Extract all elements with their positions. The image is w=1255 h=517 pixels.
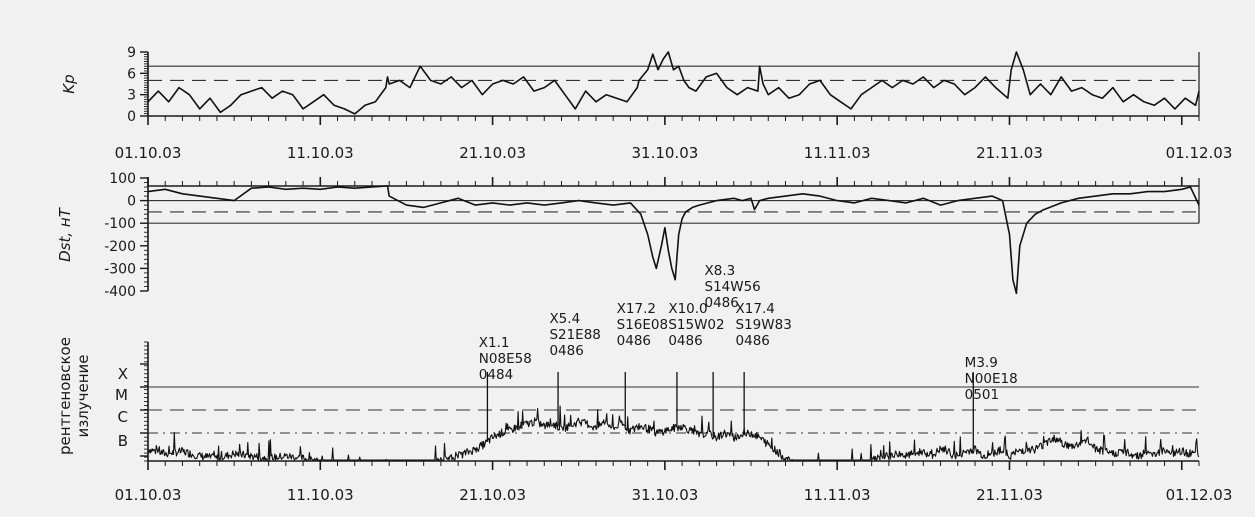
y-tick-label: -100 <box>104 216 136 232</box>
y-axis-label: излучение <box>74 354 92 437</box>
y-tick-label: 0 <box>127 109 136 125</box>
x-tick-label: 11.10.03 <box>287 144 354 162</box>
y-tick-label: -200 <box>104 239 136 255</box>
class-label: M <box>115 386 128 404</box>
annotation-line: X8.3 <box>705 263 736 279</box>
x-tick-label: 31.10.03 <box>631 144 698 162</box>
annotation-line: 0486 <box>549 343 583 359</box>
x-tick-label: 01.10.03 <box>115 486 182 504</box>
annotation-line: 0501 <box>965 387 999 403</box>
y-tick-label: 0 <box>127 194 136 210</box>
annotation-line: 0486 <box>617 333 651 349</box>
annotation-line: X17.2 <box>617 301 656 317</box>
x-tick-label: 21.10.03 <box>459 486 526 504</box>
y-axis-label: Kp <box>60 74 78 93</box>
y-axis-label: Dst, нТ <box>56 206 74 262</box>
x-tick-label: 21.10.03 <box>459 144 526 162</box>
y-axis-label: рентгеновское <box>56 337 74 455</box>
annotation-line: S14W56 <box>705 279 761 295</box>
annotation-line: N08E58 <box>479 351 532 367</box>
annotation-line: X17.4 <box>736 301 775 317</box>
y-tick-label: -300 <box>104 261 136 277</box>
x-tick-label: 11.11.03 <box>804 486 871 504</box>
x-tick-label: 31.10.03 <box>631 486 698 504</box>
y-tick-label: 9 <box>127 45 136 61</box>
class-label: C <box>118 408 128 426</box>
class-label: X <box>118 365 128 383</box>
x-tick-label: 01.10.03 <box>115 144 182 162</box>
annotation-line: X10.0 <box>668 301 707 317</box>
y-tick-label: 3 <box>127 88 136 104</box>
x-tick-label: 11.11.03 <box>804 144 871 162</box>
y-tick-label: 100 <box>109 171 136 187</box>
annotation-line: X1.1 <box>479 335 510 351</box>
y-tick-label: -400 <box>104 284 136 300</box>
y-tick-label: 6 <box>127 66 136 82</box>
xray-series-line <box>147 405 1200 461</box>
kp-series-line <box>147 51 1200 115</box>
annotation-line: X5.4 <box>549 311 580 327</box>
dst-panel: 100 0 -100 -200 -300 -400 Dst, нТ <box>56 171 1200 300</box>
x-tick-label: 21.11.03 <box>976 144 1043 162</box>
annotation-line: S21E88 <box>549 327 600 343</box>
x-tick-label: 01.12.03 <box>1166 486 1233 504</box>
dst-series-line <box>147 185 1200 295</box>
annotation-line: N00E18 <box>965 371 1018 387</box>
annotation-line: 0484 <box>479 367 513 383</box>
annotation-line: 0486 <box>705 295 739 311</box>
kp-panel: 0 3 6 9 01.10.03 11.10.03 21.10.03 31.10.03 11.1… <box>60 45 1232 162</box>
annotation-line: S16E08 <box>617 317 668 333</box>
annotation-line: S19W83 <box>736 317 792 333</box>
annotation-line: S15W02 <box>668 317 724 333</box>
annotation-line: M3.9 <box>965 355 998 371</box>
x-tick-label: 01.12.03 <box>1166 144 1233 162</box>
x-tick-label: 21.11.03 <box>976 486 1043 504</box>
annotation-line: 0486 <box>736 333 770 349</box>
x-tick-label: 11.10.03 <box>287 486 354 504</box>
annotation-line: 0486 <box>668 333 702 349</box>
class-label: B <box>118 432 128 450</box>
